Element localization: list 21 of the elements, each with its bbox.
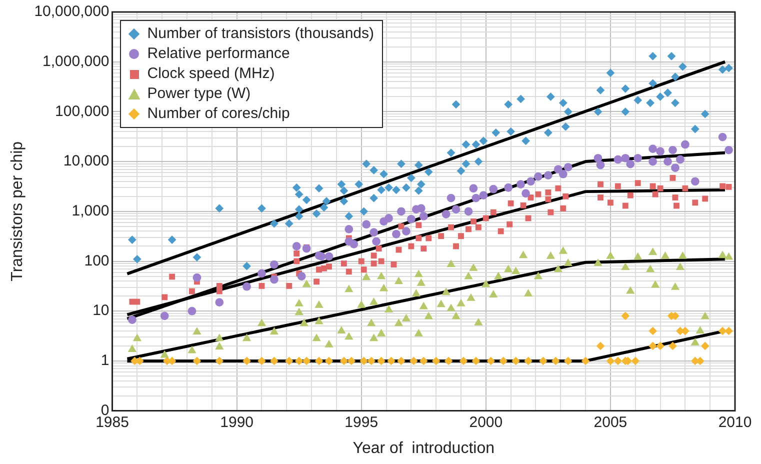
x-tick-label: 2000: [469, 414, 503, 431]
legend-label: Clock speed (MHz): [147, 64, 275, 84]
x-tick-label: 1985: [96, 414, 129, 431]
legend-label: Number of transistors (thousands): [147, 24, 374, 44]
legend-label: Relative performance: [147, 44, 290, 64]
x-tick-label: 1995: [344, 414, 378, 431]
y-tick-label: 10: [92, 302, 110, 320]
x-tick-label: 1990: [220, 414, 254, 431]
legend-label: Number of cores/chip: [147, 104, 290, 124]
y-tick-label: 10,000: [63, 152, 110, 170]
y-tick-label: 100: [84, 252, 110, 270]
y-tick-label: 1,000,000: [42, 52, 110, 70]
y-tick-label: 1: [100, 352, 110, 370]
x-tick-label: 2010: [718, 414, 752, 431]
y-tick-label: 100,000: [55, 102, 110, 120]
y-tick-label: 10,000,000: [34, 3, 110, 20]
y-tick-label: 1,000: [72, 202, 110, 220]
x-tick-label: 2005: [594, 414, 628, 431]
x-axis-title: Year of introduction: [352, 440, 495, 457]
legend-label: Power type (W): [147, 84, 251, 104]
y-axis-title: Transistors per chip: [9, 141, 26, 282]
